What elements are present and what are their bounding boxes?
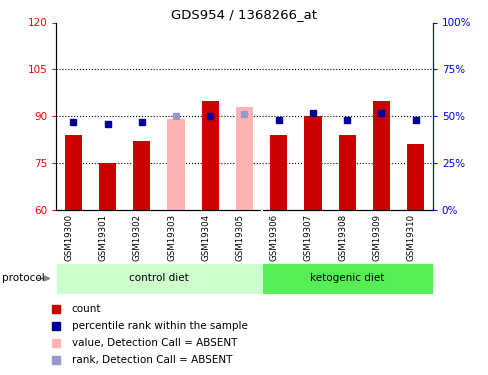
Bar (64, 135, 81, 210)
Text: GSM19301: GSM19301 (99, 214, 107, 261)
Text: GSM19306: GSM19306 (269, 214, 278, 261)
Text: GSM19303: GSM19303 (167, 214, 176, 261)
Text: percentile rank within the sample: percentile rank within the sample (71, 321, 247, 331)
Text: GSM19302: GSM19302 (133, 214, 142, 261)
Text: GSM19307: GSM19307 (304, 214, 312, 261)
Bar (56, 262, 261, 294)
Bar (304, 116, 321, 210)
Text: GSM19300: GSM19300 (64, 214, 73, 261)
Text: value, Detection Call = ABSENT: value, Detection Call = ABSENT (71, 338, 237, 348)
Bar (99, 163, 116, 210)
Text: GSM19309: GSM19309 (372, 214, 381, 261)
Bar (201, 100, 218, 210)
Bar (133, 141, 150, 210)
Text: GSM19308: GSM19308 (338, 214, 346, 261)
Text: rank, Detection Call = ABSENT: rank, Detection Call = ABSENT (71, 355, 231, 364)
Bar (372, 100, 389, 210)
Bar (167, 119, 184, 210)
Bar (406, 144, 423, 210)
Bar (269, 135, 286, 210)
Text: protocol: protocol (2, 273, 45, 284)
Text: count: count (71, 304, 101, 314)
Title: GDS954 / 1368266_at: GDS954 / 1368266_at (171, 8, 317, 21)
Text: ketogenic diet: ketogenic diet (309, 273, 384, 284)
Bar (235, 107, 253, 210)
Text: control diet: control diet (129, 273, 188, 284)
Text: GSM19304: GSM19304 (201, 214, 210, 261)
Text: GSM19310: GSM19310 (406, 214, 415, 261)
Bar (338, 135, 355, 210)
Text: GSM19305: GSM19305 (235, 214, 244, 261)
Bar (261, 262, 432, 294)
